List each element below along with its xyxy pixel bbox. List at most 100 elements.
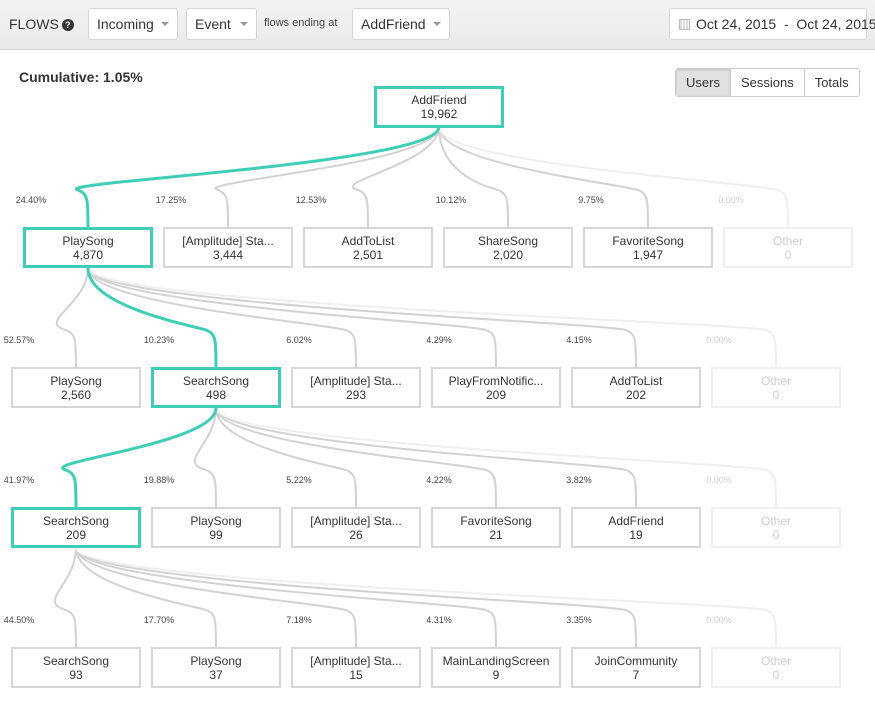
flow-node[interactable]: PlaySong 99 xyxy=(151,507,281,548)
flow-link xyxy=(438,126,509,228)
flow-node[interactable]: ShareSong 2,020 xyxy=(443,227,573,268)
toggle-users[interactable]: Users xyxy=(676,69,730,96)
node-value: 2,501 xyxy=(352,248,384,262)
node-value: 0 xyxy=(784,248,792,262)
flow-node[interactable]: PlaySong 4,870 xyxy=(23,227,153,268)
flow-link xyxy=(75,547,357,648)
flow-link xyxy=(53,547,77,648)
calendar-icon xyxy=(679,19,690,30)
flow-percent: 4.31% xyxy=(424,615,454,626)
toggle-totals[interactable]: Totals xyxy=(803,69,859,96)
flow-percent: 3.82% xyxy=(564,475,594,486)
node-value: 93 xyxy=(69,668,83,682)
flow-percent: 17.70% xyxy=(141,615,177,626)
flow-link xyxy=(75,547,637,648)
flow-link xyxy=(215,407,497,508)
flow-percent: 0.00% xyxy=(704,615,734,626)
node-value: 0 xyxy=(772,528,780,542)
flow-node[interactable]: AddToList 202 xyxy=(571,367,701,408)
event-dropdown[interactable]: AddFriend xyxy=(352,8,450,40)
flow-link xyxy=(55,267,89,368)
toggle-sessions[interactable]: Sessions xyxy=(729,69,804,96)
direction-dropdown[interactable]: Incoming xyxy=(88,8,178,40)
node-label: SearchSong xyxy=(182,374,250,388)
node-label: PlaySong xyxy=(190,514,242,528)
flow-node[interactable]: SearchSong 93 xyxy=(11,647,141,688)
flow-node[interactable]: FavoriteSong 21 xyxy=(431,507,561,548)
chevron-down-icon xyxy=(433,22,441,26)
flow-node[interactable]: PlaySong 37 xyxy=(151,647,281,688)
flow-node[interactable]: PlaySong 2,560 xyxy=(11,367,141,408)
node-value: 498 xyxy=(205,388,227,402)
flows-label: FLOWS xyxy=(9,16,59,32)
flow-node[interactable]: [Amplitude] Sta... 3,444 xyxy=(163,227,293,268)
flow-node[interactable]: [Amplitude] Sta... 26 xyxy=(291,507,421,548)
flow-node[interactable]: SearchSong 209 xyxy=(11,507,141,548)
node-label: PlaySong xyxy=(190,654,242,668)
flow-link xyxy=(74,126,441,228)
flow-node[interactable]: [Amplitude] Sta... 15 xyxy=(291,647,421,688)
flow-link xyxy=(75,547,777,648)
event-value: AddFriend xyxy=(361,16,426,32)
node-label: PlaySong xyxy=(50,374,102,388)
node-label: PlayFromNotific... xyxy=(448,374,544,388)
direction-value: Incoming xyxy=(97,16,154,32)
node-value: 19 xyxy=(629,528,643,542)
flow-node[interactable]: AddToList 2,501 xyxy=(303,227,433,268)
flow-link xyxy=(86,267,218,368)
flow-node[interactable]: PlayFromNotific... 209 xyxy=(431,367,561,408)
node-value: 99 xyxy=(209,528,223,542)
flow-link xyxy=(438,126,649,228)
flow-link xyxy=(215,407,357,508)
node-label: FavoriteSong xyxy=(612,234,684,248)
flow-percent: 19.88% xyxy=(141,475,177,486)
date-range-value: Oct 24, 2015 - Oct 24, 2015 xyxy=(696,16,875,32)
flow-node[interactable]: MainLandingScreen 9 xyxy=(431,647,561,688)
flow-node[interactable]: FavoriteSong 1,947 xyxy=(583,227,713,268)
flow-node[interactable]: SearchSong 498 xyxy=(151,367,281,408)
flow-node[interactable]: [Amplitude] Sta... 293 xyxy=(291,367,421,408)
node-value: 209 xyxy=(65,528,87,542)
node-value: 37 xyxy=(209,668,223,682)
node-label: AddToList xyxy=(341,234,395,248)
node-label: JoinCommunity xyxy=(594,654,678,668)
flow-link xyxy=(87,267,497,368)
node-label: FavoriteSong xyxy=(460,514,532,528)
flow-percent: 44.50% xyxy=(1,615,37,626)
root-node[interactable]: AddFriend 19,962 xyxy=(374,86,504,128)
question-circle-icon[interactable]: ? xyxy=(61,19,74,31)
node-label: AddFriend xyxy=(411,93,467,107)
other-node[interactable]: Other 0 xyxy=(723,227,853,268)
flow-link xyxy=(214,126,440,228)
cumulative-label: Cumulative: 1.05% xyxy=(19,69,143,85)
flow-percent: 17.25% xyxy=(153,195,189,206)
other-node[interactable]: Other 0 xyxy=(711,367,841,408)
flow-percent: 0.00% xyxy=(704,475,734,486)
node-value: 9 xyxy=(492,668,500,682)
node-value: 293 xyxy=(345,388,367,402)
date-range-picker[interactable]: Oct 24, 2015 - Oct 24, 2015 xyxy=(669,8,875,40)
flow-node[interactable]: AddFriend 19 xyxy=(571,507,701,548)
flow-node[interactable]: JoinCommunity 7 xyxy=(571,647,701,688)
metric-toggle: Users Sessions Totals xyxy=(675,68,860,97)
flow-link xyxy=(75,547,217,648)
node-value: 0 xyxy=(772,668,780,682)
flows-title: FLOWS? xyxy=(9,16,74,32)
flow-percent: 4.29% xyxy=(424,335,454,346)
flow-percent: 0.00% xyxy=(716,195,746,206)
other-node[interactable]: Other 0 xyxy=(711,507,841,548)
node-label: Other xyxy=(760,374,791,388)
node-label: Other xyxy=(772,234,803,248)
node-value: 0 xyxy=(772,388,780,402)
node-label: AddToList xyxy=(609,374,663,388)
node-label: AddFriend xyxy=(608,514,664,528)
flow-link xyxy=(438,126,789,228)
type-dropdown[interactable]: Event xyxy=(186,8,257,40)
node-value: 21 xyxy=(489,528,503,542)
node-label: PlaySong xyxy=(62,234,114,248)
other-node[interactable]: Other 0 xyxy=(711,647,841,688)
node-label: SearchSong xyxy=(42,654,110,668)
flow-percent: 10.23% xyxy=(141,335,177,346)
flow-percent: 7.18% xyxy=(284,615,314,626)
flow-percent: 24.40% xyxy=(13,195,49,206)
